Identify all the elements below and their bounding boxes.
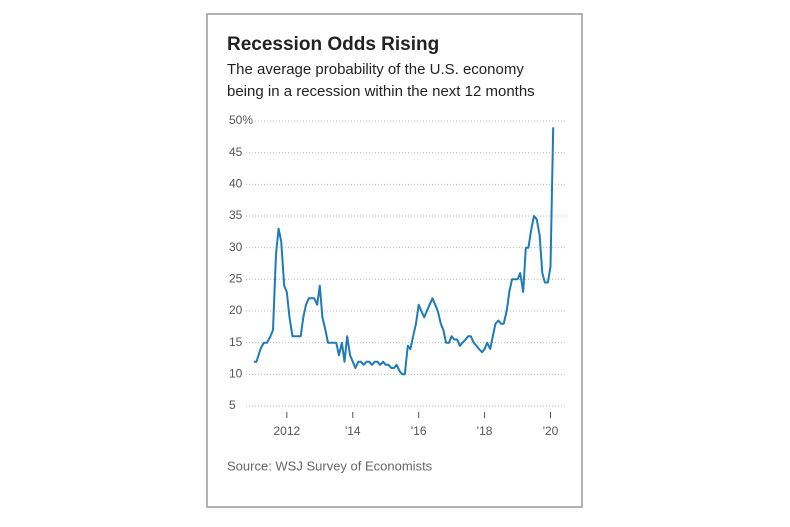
y-tick-label: 20 [229, 303, 243, 317]
chart-subtitle: The average probability of the U.S. econ… [227, 61, 524, 78]
chart-subtitle: being in a recession within the next 12 … [227, 83, 535, 100]
y-tick-label: 30 [229, 240, 243, 254]
x-tick-label: '14 [345, 424, 361, 438]
y-tick-label: 25 [229, 272, 243, 286]
y-tick-label: 10 [229, 367, 243, 381]
data-line [253, 127, 555, 376]
x-tick-label: '18 [477, 424, 493, 438]
chart-title: Recession Odds Rising [227, 34, 439, 55]
x-tick-label: 2012 [273, 424, 300, 438]
y-tick-label: 15 [229, 335, 243, 349]
y-tick-label: 40 [229, 177, 243, 191]
x-tick-label: '20 [543, 424, 559, 438]
x-tick-label: '16 [411, 424, 427, 438]
source: Source: WSJ Survey of Economists [227, 458, 433, 473]
y-tick-label: 50% [229, 113, 253, 127]
y-tick-label: 5 [229, 398, 236, 412]
frame [206, 13, 583, 508]
y-tick-label: 45 [229, 145, 243, 159]
y-tick-label: 35 [229, 208, 243, 222]
